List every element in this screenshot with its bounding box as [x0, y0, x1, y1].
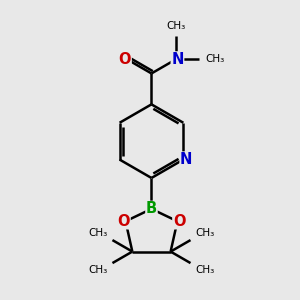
Text: CH₃: CH₃ — [88, 266, 108, 275]
Text: CH₃: CH₃ — [88, 228, 108, 238]
Text: O: O — [118, 214, 130, 229]
Text: CH₃: CH₃ — [195, 266, 214, 275]
Text: N: N — [171, 52, 184, 67]
Text: CH₃: CH₃ — [166, 21, 185, 31]
Text: CH₃: CH₃ — [206, 55, 225, 64]
Text: O: O — [118, 52, 131, 67]
Text: O: O — [173, 214, 185, 229]
Text: B: B — [146, 201, 157, 216]
Text: CH₃: CH₃ — [195, 228, 214, 238]
Text: N: N — [180, 152, 193, 167]
